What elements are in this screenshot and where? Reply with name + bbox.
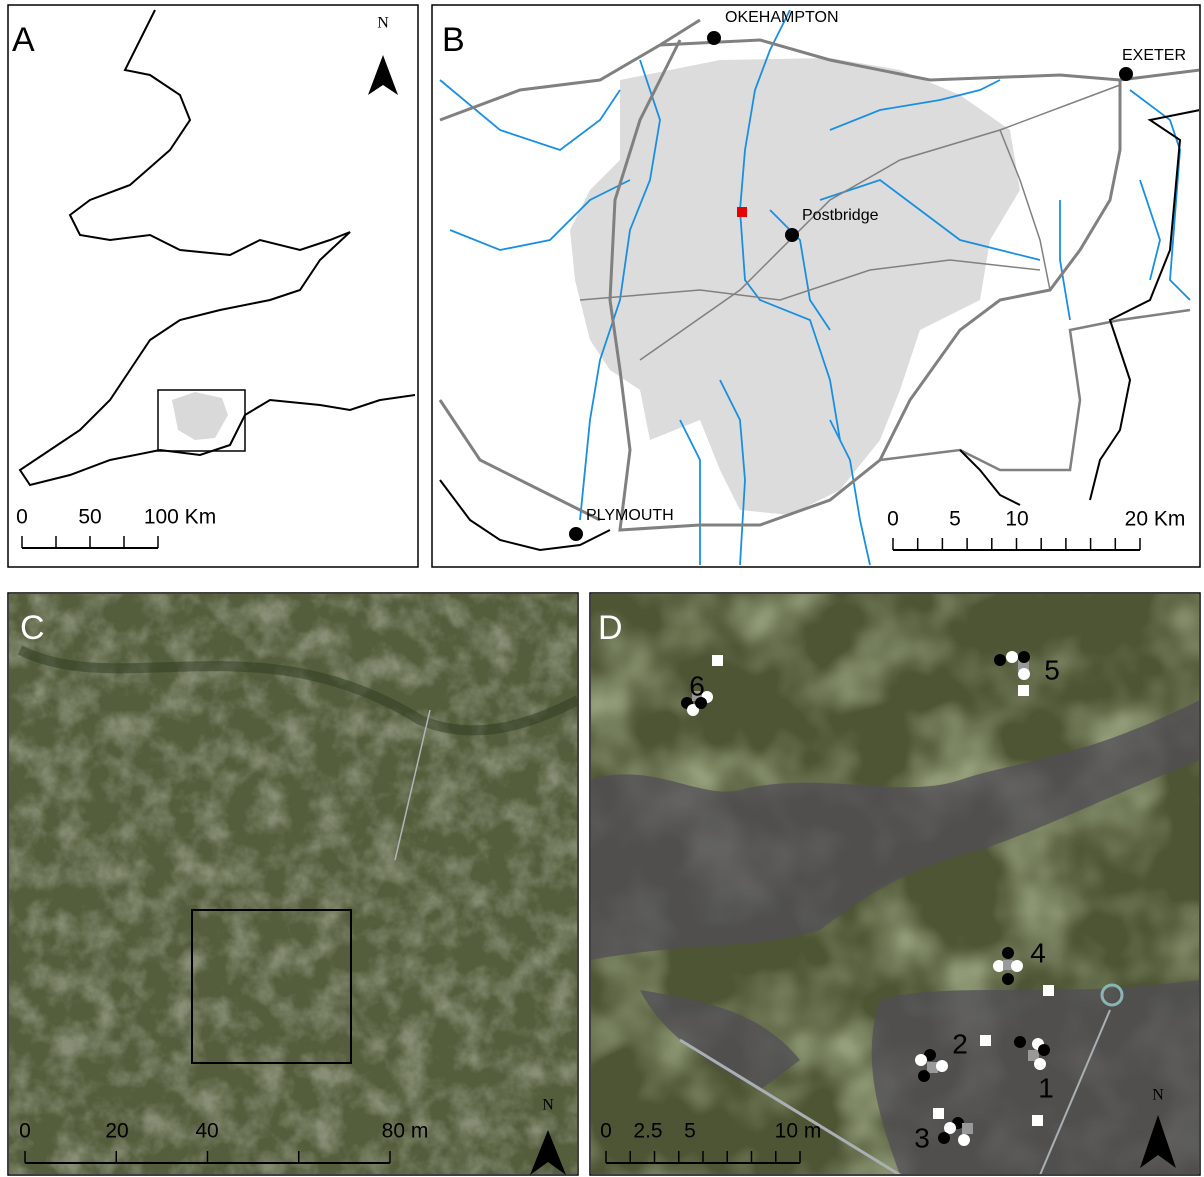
place-label: PLYMOUTH bbox=[586, 507, 674, 524]
panel-d bbox=[590, 593, 1200, 1175]
plot-label: 2 bbox=[952, 1028, 968, 1059]
scale-label: 10 m bbox=[775, 1120, 822, 1143]
scale-label: 5 bbox=[684, 1120, 696, 1143]
plot-label: 5 bbox=[1044, 654, 1060, 685]
scale-label: 20 Km bbox=[1125, 508, 1186, 531]
plot-label: 1 bbox=[1038, 1072, 1054, 1103]
scale-label: 20 bbox=[105, 1120, 128, 1143]
scale-label: 0 bbox=[887, 508, 899, 531]
north-label: N bbox=[377, 15, 389, 32]
place-label: OKEHAMPTON bbox=[725, 9, 839, 26]
scale-label: 80 m bbox=[382, 1120, 429, 1143]
panel-c bbox=[8, 593, 578, 1175]
plot-label: 6 bbox=[689, 670, 705, 701]
panel-label: A bbox=[12, 21, 35, 59]
panel-label: C bbox=[20, 609, 45, 647]
plot-label: 3 bbox=[914, 1122, 930, 1153]
scale-label: 2.5 bbox=[633, 1120, 662, 1143]
panel-b bbox=[432, 5, 1200, 567]
figure: A N 0 50 100 Km B 0 5 10 20 Km C N 0 20 40 80 m D N 0 2.5 5 1… bbox=[0, 0, 1204, 1177]
scale-label: 5 bbox=[949, 508, 961, 531]
page: {"panels": { "a": {"label": "A", "north"… bbox=[0, 0, 1204, 1177]
scale-label: 0 bbox=[16, 506, 28, 529]
scale-label: 0 bbox=[600, 1120, 612, 1143]
scale-label: 10 bbox=[1005, 508, 1028, 531]
panel-a bbox=[8, 5, 418, 567]
north-label: N bbox=[1152, 1087, 1164, 1104]
panel-label: D bbox=[598, 609, 623, 647]
scale-label: 100 Km bbox=[144, 506, 216, 529]
scale-label: 0 bbox=[19, 1120, 31, 1143]
north-label: N bbox=[542, 1097, 554, 1114]
panel-label: B bbox=[442, 21, 465, 59]
study-site bbox=[737, 207, 747, 217]
scale-label: 40 bbox=[195, 1120, 218, 1143]
place-label: Postbridge bbox=[802, 207, 879, 224]
place-label: EXETER bbox=[1122, 47, 1186, 64]
plot-label: 4 bbox=[1030, 937, 1046, 968]
scale-label: 50 bbox=[78, 506, 101, 529]
